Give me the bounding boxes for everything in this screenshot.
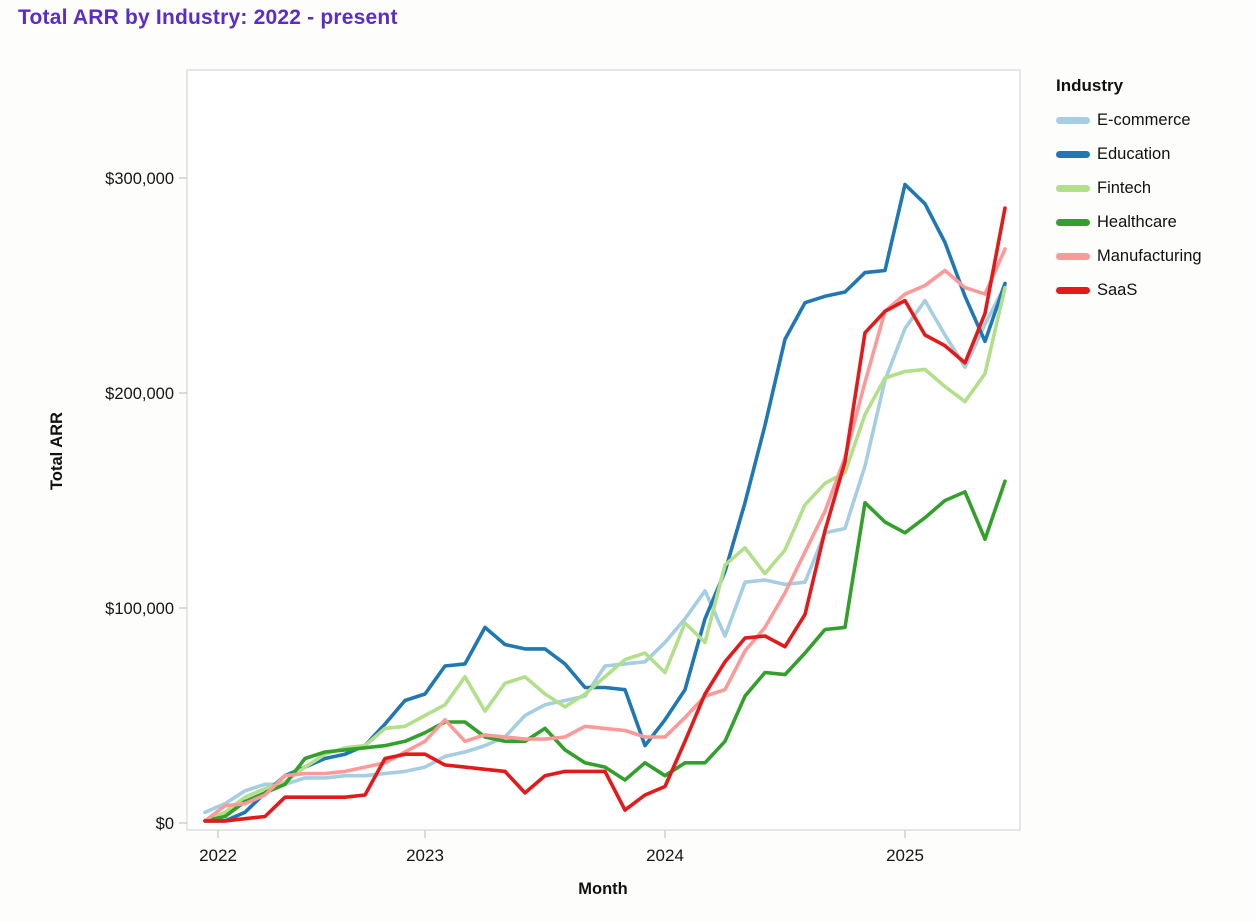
y-tick-label: $300,000 (105, 170, 174, 188)
y-tick-label: $0 (156, 815, 174, 833)
y-tick-label: $100,000 (105, 600, 174, 618)
legend-title: Industry (1056, 76, 1124, 95)
legend-label: Healthcare (1097, 213, 1177, 231)
legend-item-saas[interactable]: SaaS (1056, 281, 1202, 300)
y-axis-title: Total ARR (48, 412, 66, 490)
legend-label: Fintech (1097, 179, 1152, 197)
legend-label: SaaS (1097, 281, 1138, 299)
legend-label: E-commerce (1097, 111, 1191, 129)
axis-ticks: $0 $100,000 $200,000 $300,000 2022 2023 2024 20… (105, 170, 924, 865)
y-tick-label: $200,000 (105, 385, 174, 403)
series-line-saas (203, 206, 1007, 823)
legend-item-education[interactable]: Education (1056, 145, 1202, 164)
legend-item-healthcare[interactable]: Healthcare (1056, 213, 1202, 232)
series-line-e-commerce (203, 283, 1007, 815)
legend-swatch (1056, 185, 1090, 192)
legend-swatch (1056, 151, 1090, 158)
plot-frame (186, 69, 1021, 831)
series-line-manufacturing (203, 247, 1007, 823)
x-tick-label: 2023 (406, 846, 444, 865)
legend-label: Education (1097, 145, 1171, 163)
legend-swatch (1056, 219, 1090, 226)
series-line-education (203, 182, 1007, 823)
axis-labels: Total ARR Month (48, 412, 628, 898)
series-line-healthcare (203, 479, 1007, 823)
chart-legend: Industry E-commerce Education Fintech Healt… (1056, 76, 1202, 300)
x-axis-title: Month (578, 880, 627, 898)
x-tick-label: 2022 (199, 846, 237, 865)
x-tick-label: 2025 (886, 846, 924, 865)
legend-swatch (1056, 253, 1090, 260)
page-title[interactable]: Total ARR by Industry: 2022 - present (18, 6, 398, 29)
x-tick-label: 2024 (646, 846, 684, 865)
legend-item-fintech[interactable]: Fintech (1056, 179, 1202, 198)
legend-items: E-commerce Education Fintech Healthcare Manu… (1056, 111, 1202, 300)
legend-item-e-commerce[interactable]: E-commerce (1056, 111, 1202, 130)
legend-swatch (1056, 287, 1090, 294)
series-lines (203, 182, 1007, 823)
legend-item-manufacturing[interactable]: Manufacturing (1056, 247, 1202, 266)
legend-swatch (1056, 117, 1090, 124)
legend-label: Manufacturing (1097, 247, 1202, 265)
plot-border (186, 69, 1021, 831)
